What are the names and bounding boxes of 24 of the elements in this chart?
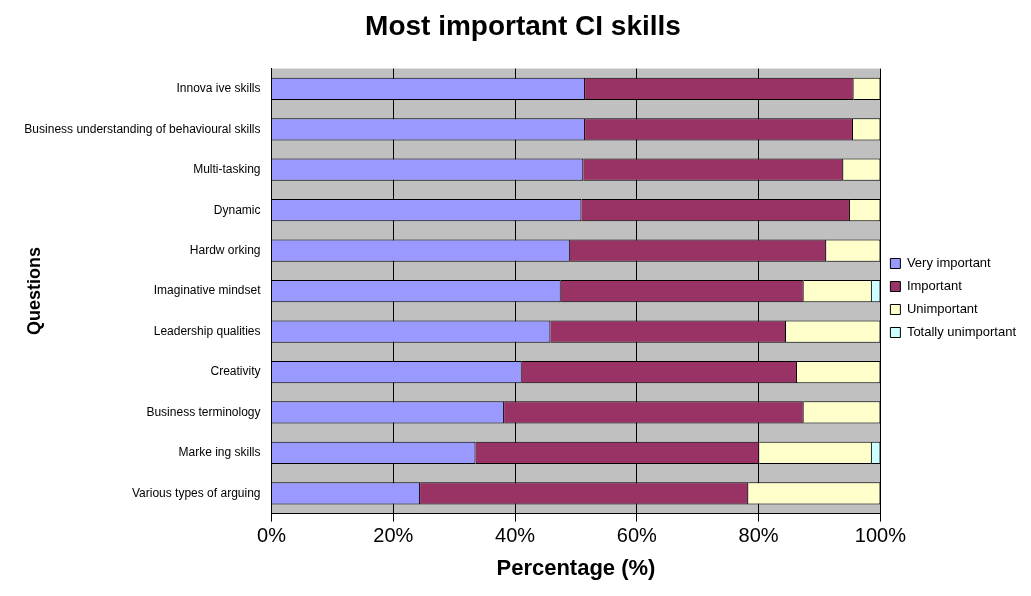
- x-tick-label: 40%: [495, 524, 536, 547]
- y-tick-label: Business understanding of behavioural skills: [24, 121, 261, 136]
- x-tick-label: 80%: [738, 524, 779, 547]
- legend-label: Important: [906, 278, 963, 294]
- x-axis-title: Percentage (%): [496, 554, 656, 580]
- y-tick-label: Hardw orking: [189, 242, 261, 257]
- x-tick-label: 0%: [257, 524, 287, 547]
- y-tick-label: Marke ing skills: [178, 445, 261, 460]
- y-tick-label: Creativity: [210, 364, 261, 379]
- y-axis-title: Questions: [23, 247, 44, 336]
- y-tick-label: Innova ive skills: [176, 81, 261, 96]
- legend-label: Unimportant: [906, 301, 979, 317]
- x-tick-label: 100%: [854, 524, 907, 547]
- y-tick-label: Leadership qualities: [153, 323, 261, 338]
- chart-title: Most important CI skills: [365, 9, 681, 41]
- legend-label: Totally unimportant: [906, 324, 1017, 340]
- y-tick-label: Dynamic: [213, 202, 261, 217]
- x-tick-label: 20%: [373, 524, 414, 547]
- legend-label: Very important: [906, 255, 992, 271]
- y-tick-label: Imaginative mindset: [153, 283, 262, 298]
- y-tick-label: Multi-tasking: [193, 162, 261, 177]
- x-tick-label: 60%: [616, 524, 658, 547]
- y-tick-label: Various types of arguing: [131, 485, 261, 500]
- y-tick-label: Business terminology: [146, 404, 261, 419]
